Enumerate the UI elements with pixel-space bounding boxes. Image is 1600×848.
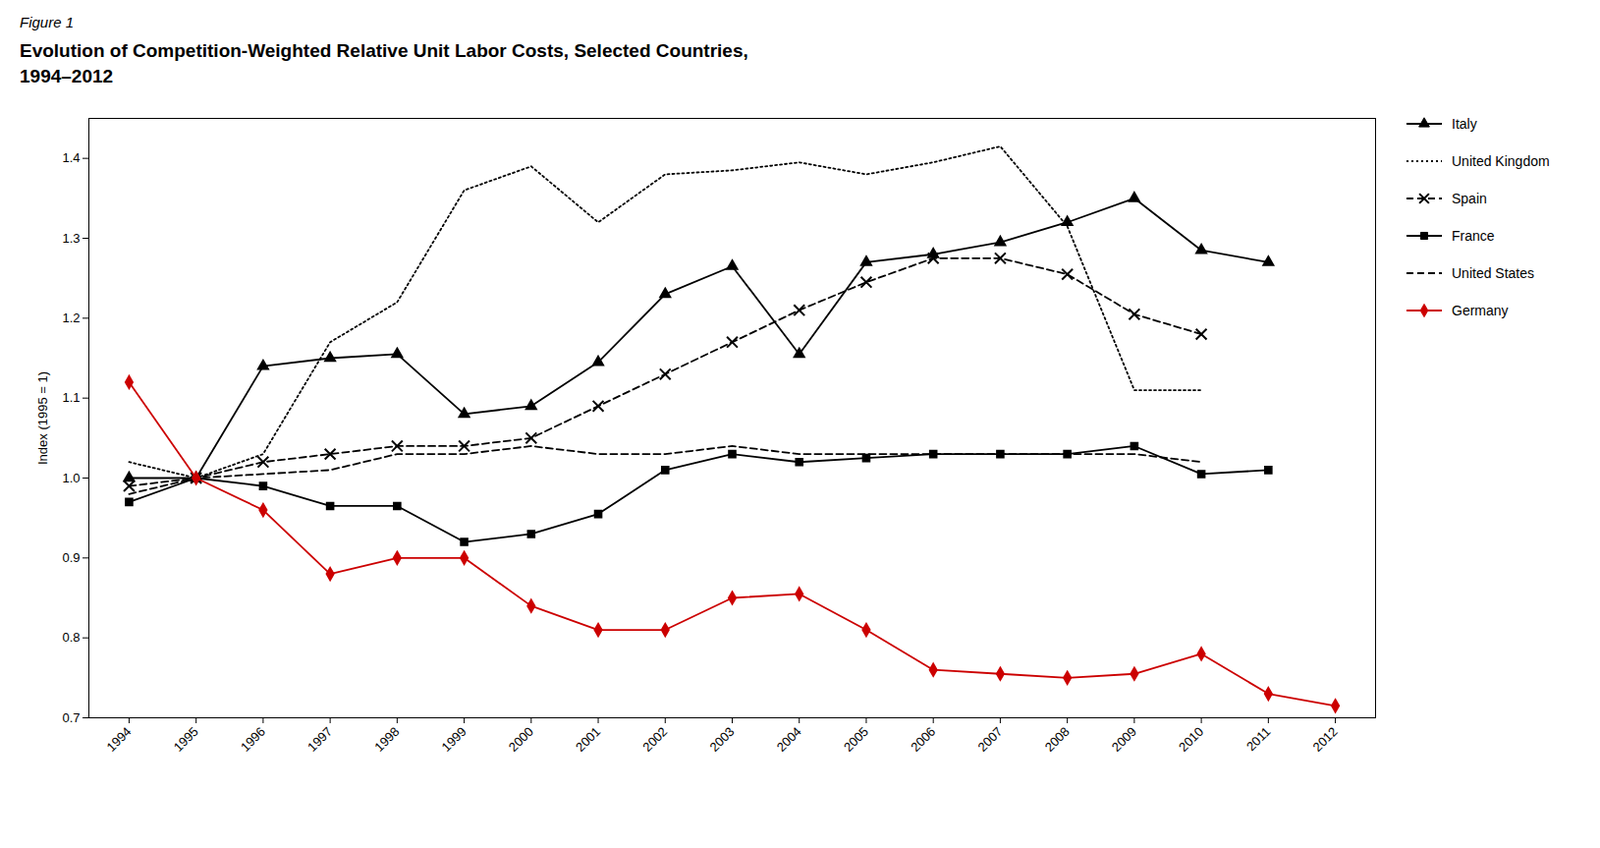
html-text:United States: United States bbox=[1451, 265, 1535, 282]
svg-text:2006: 2006 bbox=[907, 723, 938, 755]
html-text:United Kingdom: United Kingdom bbox=[1451, 153, 1550, 170]
svg-text:0.9: 0.9 bbox=[61, 550, 80, 565]
html-text:Italy: Italy bbox=[1451, 116, 1477, 132]
svg-text:1995: 1995 bbox=[170, 723, 202, 755]
svg-text:2009: 2009 bbox=[1108, 723, 1140, 755]
svg-text:1997: 1997 bbox=[304, 723, 335, 755]
svg-text:2000: 2000 bbox=[505, 723, 537, 755]
html-text:Evolution of Competition-Weigh: Evolution of Competition-Weighted Relati… bbox=[19, 40, 749, 87]
svg-text:1.4: 1.4 bbox=[61, 151, 80, 166]
html-text:Spain: Spain bbox=[1451, 190, 1487, 207]
svg-text:2011: 2011 bbox=[1243, 723, 1273, 754]
html-text:Figure 1: Figure 1 bbox=[19, 13, 74, 31]
svg-text:Index (1995 = 1): Index (1995 = 1) bbox=[35, 371, 51, 465]
svg-text:1.3: 1.3 bbox=[61, 230, 80, 246]
svg-text:2004: 2004 bbox=[773, 723, 805, 755]
svg-text:1.2: 1.2 bbox=[61, 310, 80, 326]
svg-text:1999: 1999 bbox=[439, 723, 470, 755]
svg-text:1.1: 1.1 bbox=[61, 390, 80, 406]
svg-text:2012: 2012 bbox=[1310, 723, 1341, 755]
svg-text:2001: 2001 bbox=[572, 723, 604, 755]
svg-text:0.8: 0.8 bbox=[61, 630, 80, 646]
svg-text:1.0: 1.0 bbox=[61, 470, 80, 486]
svg-text:2008: 2008 bbox=[1042, 723, 1073, 755]
html-text:France: France bbox=[1451, 228, 1495, 244]
svg-text:2002: 2002 bbox=[639, 723, 670, 755]
svg-text:1998: 1998 bbox=[371, 723, 402, 755]
svg-text:2003: 2003 bbox=[707, 723, 738, 755]
svg-text:1994: 1994 bbox=[103, 723, 134, 755]
html-text:Germany: Germany bbox=[1451, 302, 1509, 319]
svg-text:2007: 2007 bbox=[974, 723, 1005, 755]
svg-text:2010: 2010 bbox=[1175, 723, 1207, 755]
svg-text:1996: 1996 bbox=[237, 723, 269, 755]
svg-text:0.7: 0.7 bbox=[61, 710, 80, 725]
svg-text:2005: 2005 bbox=[840, 723, 872, 755]
